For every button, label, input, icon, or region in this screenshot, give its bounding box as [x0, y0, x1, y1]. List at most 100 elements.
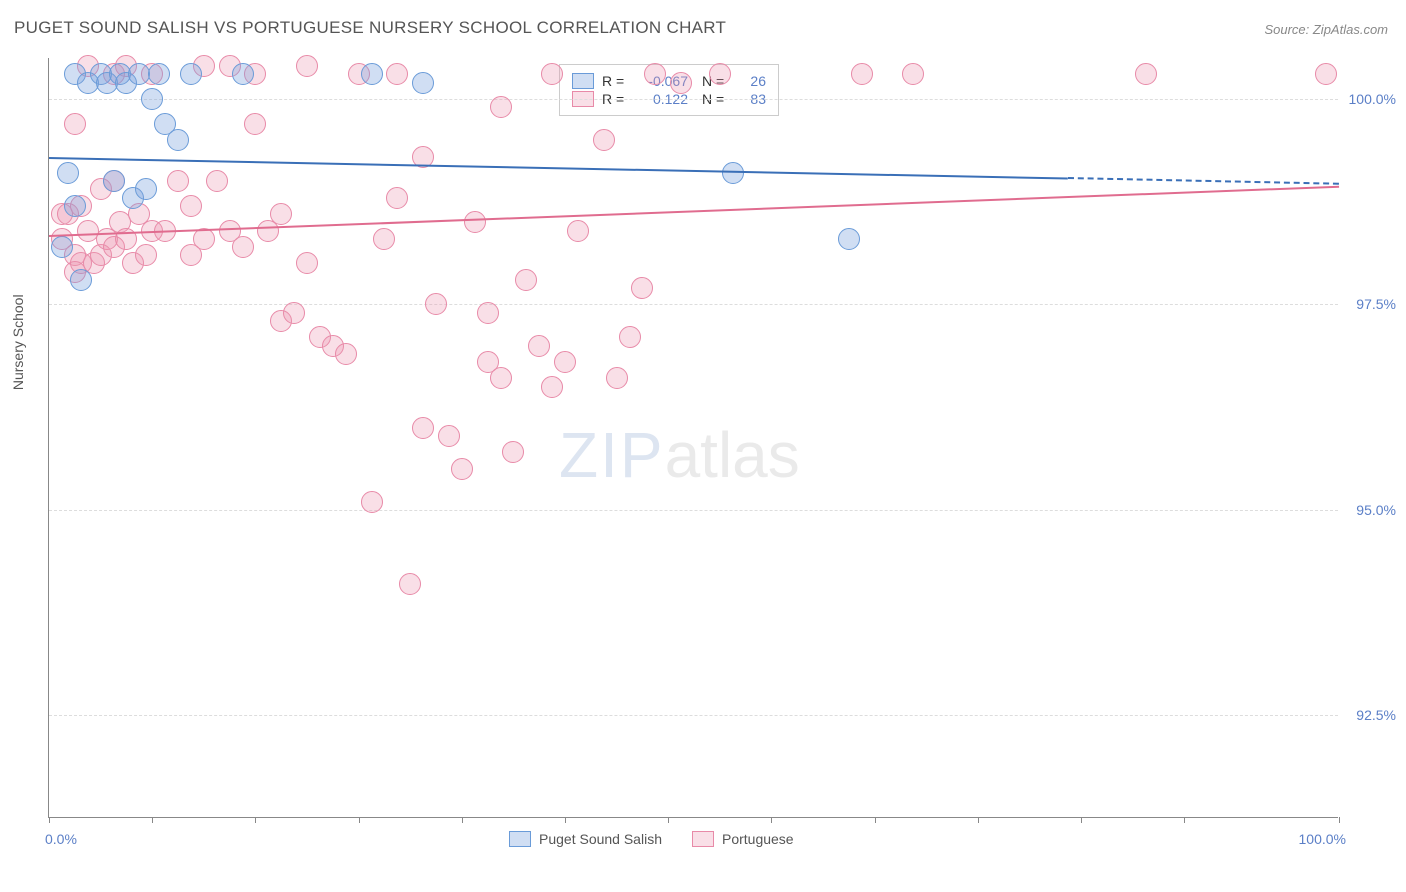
scatter-point — [1135, 63, 1157, 85]
trend-line-1 — [49, 185, 1339, 236]
x-tick — [771, 817, 772, 823]
scatter-point — [490, 367, 512, 389]
chart-title: PUGET SOUND SALISH VS PORTUGUESE NURSERY… — [14, 18, 726, 38]
trend-line-dashed-0 — [1068, 177, 1339, 185]
scatter-point — [619, 326, 641, 348]
scatter-point — [180, 195, 202, 217]
scatter-point — [851, 63, 873, 85]
scatter-point — [451, 458, 473, 480]
x-tick — [1184, 817, 1185, 823]
watermark-part1: ZIP — [559, 419, 665, 491]
scatter-point — [541, 376, 563, 398]
scatter-point — [554, 351, 576, 373]
scatter-point — [64, 113, 86, 135]
scatter-point — [296, 55, 318, 77]
x-tick — [668, 817, 669, 823]
scatter-point — [373, 228, 395, 250]
scatter-point — [57, 162, 79, 184]
scatter-point — [631, 277, 653, 299]
scatter-point — [606, 367, 628, 389]
scatter-point — [283, 302, 305, 324]
legend-stats-row-0: R = -0.067 N = 26 — [572, 73, 766, 89]
x-tick — [255, 817, 256, 823]
x-tick — [49, 817, 50, 823]
scatter-point — [103, 170, 125, 192]
scatter-point — [64, 195, 86, 217]
y-tick-label: 97.5% — [1356, 296, 1396, 312]
scatter-point — [490, 96, 512, 118]
grid-line — [49, 304, 1338, 305]
watermark-part2: atlas — [665, 419, 800, 491]
scatter-point — [528, 335, 550, 357]
x-axis-min-label: 0.0% — [45, 831, 77, 847]
legend-n-value-0: 26 — [738, 73, 766, 89]
scatter-point — [361, 491, 383, 513]
watermark: ZIPatlas — [559, 418, 800, 492]
scatter-point — [670, 72, 692, 94]
x-tick — [1339, 817, 1340, 823]
scatter-point — [206, 170, 228, 192]
legend-series: Puget Sound Salish Portuguese — [509, 831, 794, 847]
y-tick-label: 100.0% — [1349, 91, 1396, 107]
scatter-point — [135, 178, 157, 200]
x-axis-max-label: 100.0% — [1299, 831, 1346, 847]
scatter-point — [541, 63, 563, 85]
scatter-point — [399, 573, 421, 595]
legend-series-swatch-1 — [692, 831, 714, 847]
scatter-point — [180, 63, 202, 85]
scatter-point — [464, 211, 486, 233]
x-tick — [978, 817, 979, 823]
scatter-point — [335, 343, 357, 365]
scatter-point — [167, 170, 189, 192]
scatter-point — [722, 162, 744, 184]
scatter-point — [167, 129, 189, 151]
scatter-point — [386, 63, 408, 85]
scatter-point — [709, 63, 731, 85]
scatter-point — [1315, 63, 1337, 85]
scatter-point — [412, 417, 434, 439]
scatter-point — [361, 63, 383, 85]
y-tick-label: 95.0% — [1356, 502, 1396, 518]
grid-line — [49, 715, 1338, 716]
scatter-point — [425, 293, 447, 315]
grid-line — [49, 99, 1338, 100]
scatter-point — [270, 203, 292, 225]
y-axis-title: Nursery School — [10, 294, 26, 390]
scatter-point — [438, 425, 460, 447]
scatter-point — [567, 220, 589, 242]
source-attribution: Source: ZipAtlas.com — [1264, 22, 1388, 37]
scatter-point — [477, 302, 499, 324]
x-tick — [875, 817, 876, 823]
legend-series-item-0: Puget Sound Salish — [509, 831, 662, 847]
x-tick — [565, 817, 566, 823]
scatter-point — [644, 63, 666, 85]
scatter-point — [51, 236, 73, 258]
x-tick — [1081, 817, 1082, 823]
y-tick-label: 92.5% — [1356, 707, 1396, 723]
scatter-point — [141, 88, 163, 110]
legend-series-swatch-0 — [509, 831, 531, 847]
scatter-point — [902, 63, 924, 85]
legend-swatch-0 — [572, 73, 594, 89]
scatter-point — [515, 269, 537, 291]
scatter-point — [232, 236, 254, 258]
x-tick — [359, 817, 360, 823]
scatter-point — [593, 129, 615, 151]
legend-series-label-0: Puget Sound Salish — [539, 831, 662, 847]
scatter-point — [386, 187, 408, 209]
x-tick — [152, 817, 153, 823]
scatter-point — [502, 441, 524, 463]
legend-stats: R = -0.067 N = 26 R = 0.122 N = 83 — [559, 64, 779, 116]
scatter-point — [244, 113, 266, 135]
plot-area: ZIPatlas R = -0.067 N = 26 R = 0.122 N =… — [48, 58, 1338, 818]
grid-line — [49, 510, 1338, 511]
legend-r-label-0: R = — [602, 73, 630, 89]
scatter-point — [148, 63, 170, 85]
scatter-point — [70, 269, 92, 291]
legend-series-item-1: Portuguese — [692, 831, 794, 847]
scatter-point — [135, 244, 157, 266]
legend-series-label-1: Portuguese — [722, 831, 794, 847]
scatter-point — [296, 252, 318, 274]
chart-container: PUGET SOUND SALISH VS PORTUGUESE NURSERY… — [0, 0, 1406, 892]
x-tick — [462, 817, 463, 823]
